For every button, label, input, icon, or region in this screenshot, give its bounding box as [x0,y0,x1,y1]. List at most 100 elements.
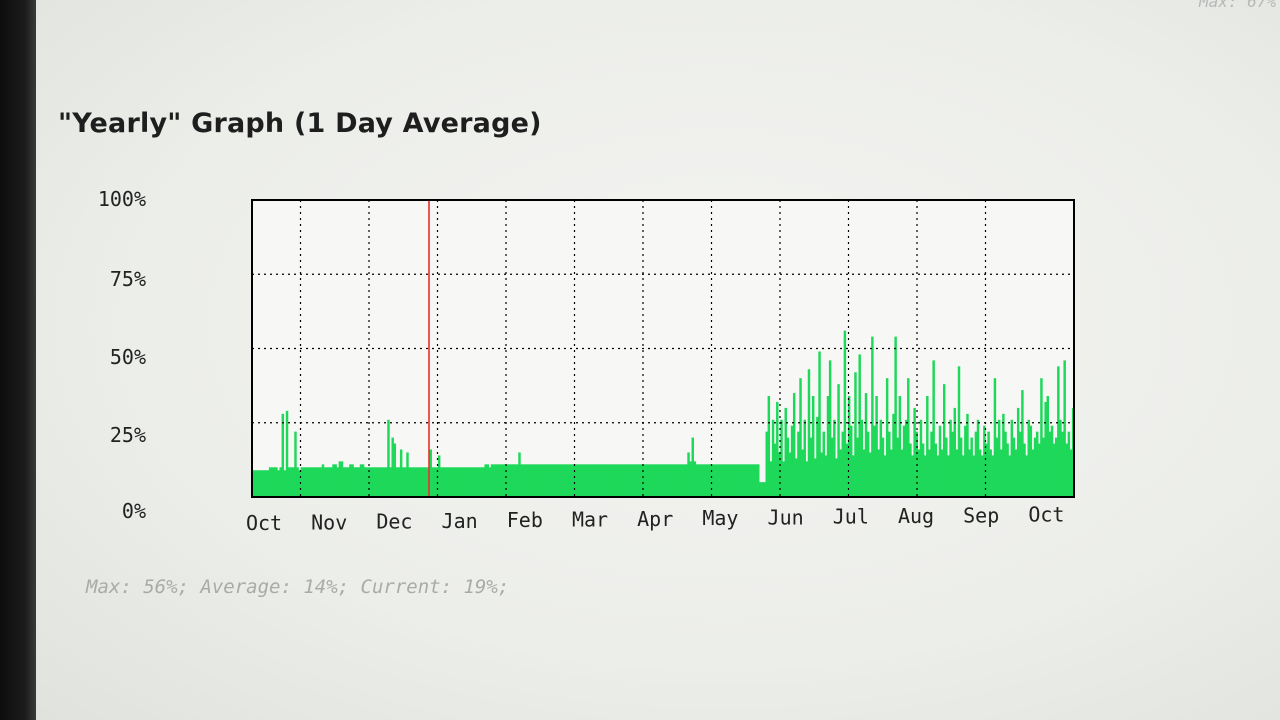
data-bar [913,407,916,497]
data-bar [389,467,392,497]
data-bar [619,464,623,497]
data-bar [465,467,468,497]
data-bar [818,351,821,497]
data-bar [402,467,405,497]
data-bar [691,437,694,497]
data-bar [837,384,840,497]
data-bar [945,437,948,497]
data-bar [858,354,861,497]
data-bar [1046,396,1049,497]
data-bar [875,396,878,497]
data-bar [670,464,673,497]
data-bar [807,369,811,497]
data-bar [397,467,401,497]
data-bar [311,467,314,497]
data-bar [871,336,874,497]
data-bar [543,464,547,497]
data-bar [315,467,318,497]
data-bar [456,467,460,497]
data-bar [342,467,346,497]
data-bar [1025,455,1028,497]
data-bar [786,437,790,497]
data-bar [959,437,963,497]
data-bar [509,464,513,497]
data-bar [611,464,614,497]
data-bar [830,437,834,497]
data-bar [923,455,927,497]
data-bar [412,467,416,497]
data-bar [778,452,781,497]
data-bar [505,464,509,497]
data-bar [828,360,832,497]
data-bar [723,464,726,497]
data-bar [763,482,766,497]
x-tick-label: Jun [768,505,804,529]
data-bar [847,396,851,497]
data-bar [290,467,293,497]
data-bar [697,464,701,497]
data-bar [587,464,591,497]
data-bar [568,464,572,497]
data-bar [437,455,441,497]
data-bar [704,464,707,497]
data-bar [1008,455,1011,497]
data-bar [306,467,310,497]
data-bar [896,437,899,497]
data-bar [632,464,635,497]
data-bar [645,464,648,497]
data-bar [1021,390,1024,497]
data-bar [349,464,352,497]
data-bar [757,464,760,497]
data-bar [393,443,397,497]
data-bar [626,464,629,497]
plot-frame [251,199,1075,498]
data-bar [268,467,272,497]
data-bar [271,467,274,497]
data-bar [668,464,671,497]
data-bar [501,464,504,497]
data-bar [486,464,490,497]
data-bar [383,467,386,497]
data-bar [727,464,730,497]
data-bar [873,425,876,497]
data-bar [317,467,320,497]
data-bar [1054,437,1058,497]
data-bar [909,443,912,497]
data-bar [260,470,263,497]
y-tick-label: 25% [110,423,146,447]
data-bar [621,464,625,497]
data-bar [714,464,718,497]
data-bar [571,464,574,497]
data-bar [573,464,576,497]
data-bar [744,464,747,497]
data-bar [357,467,361,497]
data-bar [712,464,716,497]
data-bar [957,366,961,497]
data-bar [497,464,500,497]
data-bar [461,467,464,497]
data-bar [336,467,339,497]
data-bar [628,464,631,497]
data-bar [816,416,819,497]
data-bar [609,464,612,497]
data-bar [833,419,836,497]
data-bar [363,467,367,497]
data-bar [900,449,904,497]
data-bar [279,467,282,497]
data-bar [334,464,337,497]
data-bar [966,413,969,497]
data-bar [416,467,420,497]
data-bar [985,443,988,497]
data-bar [864,393,868,497]
data-bar [885,378,889,497]
data-bar [425,467,428,497]
data-bar [1044,401,1047,497]
data-bar [440,467,443,497]
data-bar [273,467,276,497]
data-bar [1063,360,1066,497]
data-bar [1019,431,1022,497]
data-bar [978,449,982,497]
data-bar [583,464,587,497]
y-tick-label: 50% [110,345,146,369]
data-bar [564,464,568,497]
